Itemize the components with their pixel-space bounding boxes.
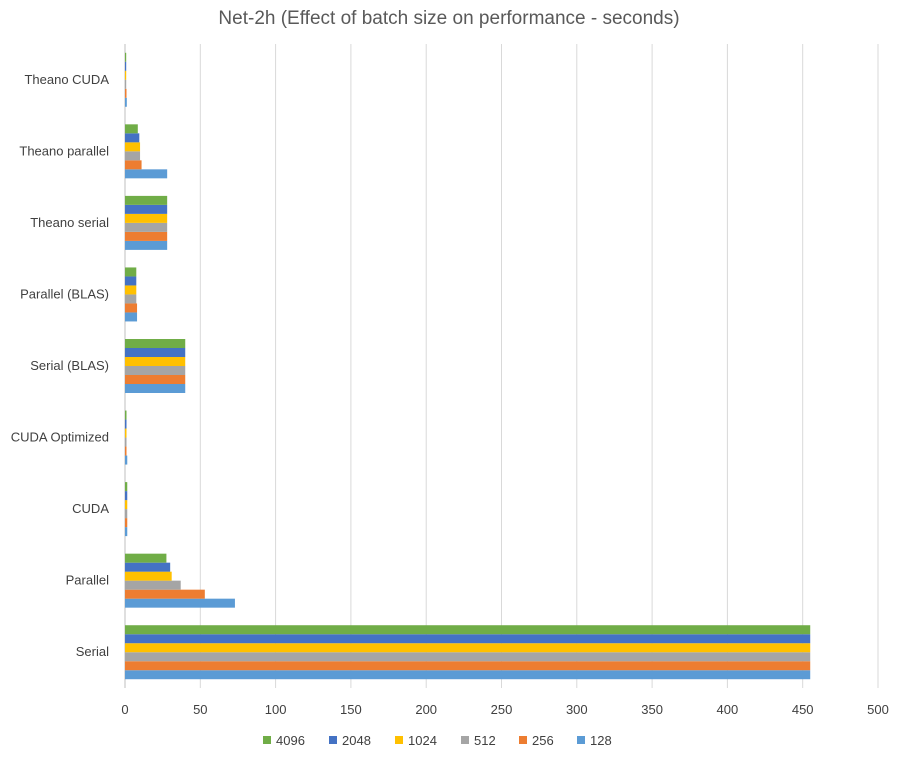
- bar-theano-parallel-1024: [125, 142, 141, 152]
- legend-label-2048: 2048: [342, 733, 371, 748]
- bar-serial-blas--512: [125, 366, 186, 375]
- bar-theano-serial-4096: [125, 195, 168, 205]
- bar-serial-4096: [125, 625, 811, 635]
- x-tick-label: 150: [340, 702, 362, 717]
- bar-serial-512: [125, 652, 811, 662]
- bar-cuda-4096: [125, 482, 128, 492]
- bar-cuda-256: [125, 518, 128, 528]
- bar-cuda-optimized-1024: [125, 428, 127, 438]
- category-label: Theano serial: [30, 215, 109, 230]
- bar-parallel-256: [125, 589, 205, 599]
- category-label: Parallel (BLAS): [20, 286, 109, 301]
- bar-serial-blas--1024: [125, 357, 186, 366]
- bar-parallel-blas--1024: [125, 285, 137, 295]
- bar-theano-parallel-256: [125, 160, 142, 170]
- bar-theano-serial-1024: [125, 213, 168, 223]
- x-tick-label: 100: [265, 702, 287, 717]
- legend: 4096 2048 1024 512 256 128: [263, 733, 612, 748]
- bar-cuda-optimized-512: [125, 437, 127, 447]
- category-label: Theano parallel: [19, 143, 109, 158]
- chart-title: Net-2h (Effect of batch size on performa…: [218, 8, 679, 29]
- bar-theano-cuda-128: [125, 97, 127, 107]
- bar-theano-cuda-256: [125, 88, 127, 98]
- bar-theano-serial-2048: [125, 204, 168, 214]
- x-tick-labels: 0 50 100 150 200 250 300 350 400 450 500: [121, 702, 888, 717]
- legend-swatch-1024: [395, 736, 403, 744]
- bar-theano-cuda-512: [125, 79, 127, 89]
- bar-parallel-blas--128: [125, 312, 138, 322]
- legend-swatch-4096: [263, 736, 271, 744]
- bar-parallel-blas--2048: [125, 276, 137, 286]
- bar-theano-cuda-4096: [125, 52, 127, 62]
- x-tick-label: 0: [121, 702, 128, 717]
- bar-theano-parallel-512: [125, 151, 141, 161]
- bar-cuda-128: [125, 527, 128, 537]
- x-tick-label: 400: [717, 702, 739, 717]
- bar-serial-1024: [125, 643, 811, 653]
- bar-parallel-2048: [125, 562, 171, 572]
- bar-theano-serial-512: [125, 222, 168, 232]
- legend-label-256: 256: [532, 733, 554, 748]
- bar-theano-cuda-1024: [125, 70, 127, 80]
- bar-parallel-128: [125, 598, 235, 608]
- x-tick-label: 350: [641, 702, 663, 717]
- bar-cuda-2048: [125, 491, 128, 501]
- legend-swatch-512: [461, 736, 469, 744]
- gridlines: [124, 44, 879, 688]
- bars: [125, 52, 811, 680]
- x-tick-label: 200: [415, 702, 437, 717]
- bar-serial-256: [125, 661, 811, 671]
- category-label: Serial: [76, 644, 109, 659]
- bar-theano-serial-256: [125, 231, 168, 241]
- legend-swatch-128: [577, 736, 585, 744]
- bar-theano-serial-128: [125, 240, 168, 250]
- bar-parallel-4096: [125, 553, 167, 563]
- x-tick-label: 500: [867, 702, 889, 717]
- x-tick-label: 250: [491, 702, 513, 717]
- bar-serial-128: [125, 670, 811, 680]
- bar-cuda-512: [125, 509, 128, 519]
- legend-label-1024: 1024: [408, 733, 437, 748]
- bar-serial-blas--256: [125, 375, 186, 384]
- bar-serial-blas--2048: [125, 348, 186, 357]
- category-label: CUDA: [72, 501, 109, 516]
- bar-theano-parallel-128: [125, 169, 168, 179]
- x-tick-label: 300: [566, 702, 588, 717]
- x-tick-label: 50: [193, 702, 207, 717]
- legend-label-4096: 4096: [276, 733, 305, 748]
- bar-cuda-optimized-4096: [125, 410, 127, 420]
- bar-theano-parallel-2048: [125, 133, 140, 143]
- bar-cuda-1024: [125, 500, 128, 510]
- bar-parallel-blas--256: [125, 303, 138, 313]
- bar-parallel-blas--512: [125, 294, 137, 304]
- bar-serial-blas--4096: [125, 339, 186, 348]
- bar-serial-2048: [125, 634, 811, 644]
- category-label: Parallel: [66, 573, 109, 588]
- bar-serial-blas--128: [125, 384, 186, 393]
- bar-theano-parallel-4096: [125, 124, 138, 134]
- category-label: Serial (BLAS): [30, 358, 109, 373]
- bar-parallel-1024: [125, 571, 172, 581]
- legend-label-128: 128: [590, 733, 612, 748]
- bar-theano-cuda-2048: [125, 61, 127, 71]
- legend-swatch-256: [519, 736, 527, 744]
- category-label: CUDA Optimized: [11, 430, 109, 445]
- bar-parallel-512: [125, 580, 181, 590]
- bar-cuda-optimized-2048: [125, 419, 127, 429]
- x-tick-label: 450: [792, 702, 814, 717]
- legend-swatch-2048: [329, 736, 337, 744]
- bar-parallel-blas--4096: [125, 267, 137, 277]
- category-label: Theano CUDA: [24, 72, 109, 87]
- bar-cuda-optimized-256: [125, 446, 127, 456]
- bar-cuda-optimized-128: [125, 455, 128, 465]
- category-labels: Serial Parallel CUDA CUDA Optimized Serial (…: [11, 72, 110, 659]
- legend-label-512: 512: [474, 733, 496, 748]
